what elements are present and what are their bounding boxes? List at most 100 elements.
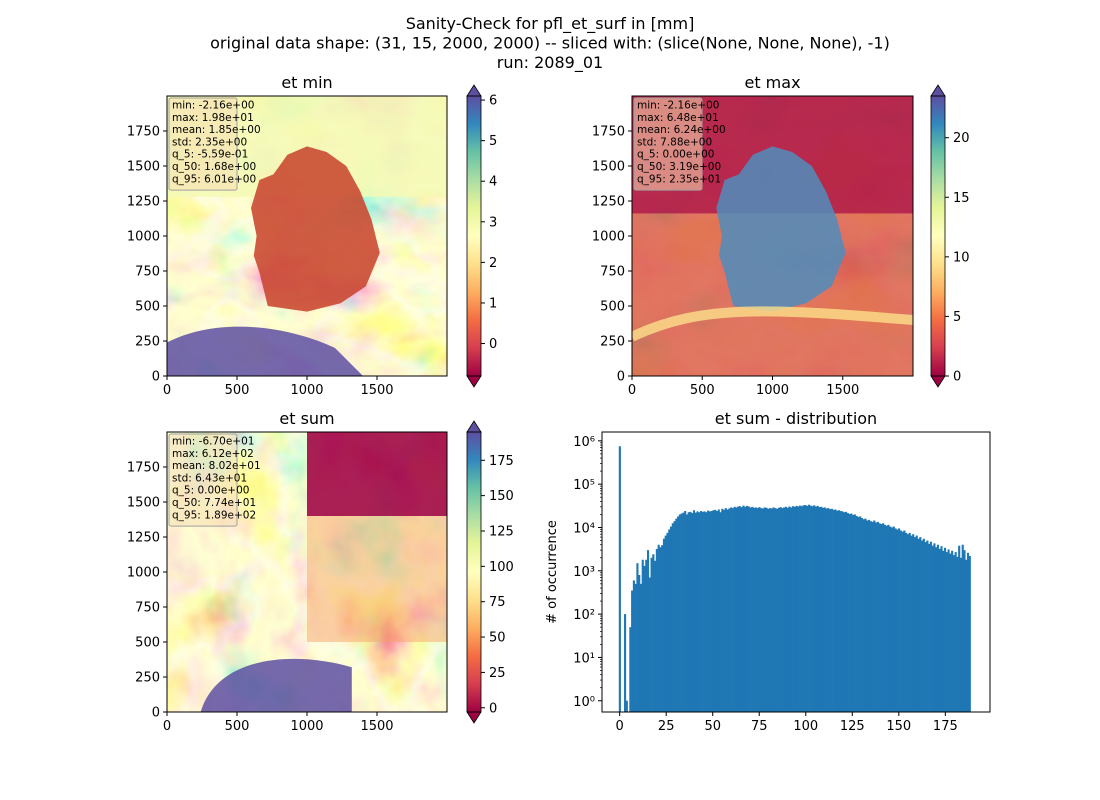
colorbar-tick-label: 75 — [489, 595, 506, 610]
histogram-bar — [936, 544, 940, 712]
histogram-bar — [961, 544, 964, 712]
histogram-bar — [738, 506, 742, 712]
histogram-bar — [917, 538, 920, 712]
histogram-bar — [721, 508, 724, 712]
histogram-bar — [786, 507, 789, 712]
y-tick-label: 500 — [600, 300, 625, 315]
y-tick-label: 1750 — [127, 125, 160, 140]
histogram-bar — [772, 507, 775, 712]
histogram-bar — [876, 521, 879, 712]
histogram-bar — [678, 514, 681, 712]
y-tick-label: 1250 — [127, 195, 160, 210]
histogram-bar — [715, 511, 719, 712]
histogram-bar — [887, 524, 890, 712]
histogram-bar — [703, 511, 706, 712]
histogram-bar — [929, 541, 932, 712]
stats-box-bg — [168, 433, 238, 527]
histogram-bar — [784, 506, 787, 712]
stats-line: std: 2.35e+00 — [172, 136, 247, 148]
histogram-bar — [790, 507, 793, 712]
x-tick-label: 500 — [225, 383, 250, 398]
histogram-bar — [947, 549, 950, 712]
histogram-bar — [816, 505, 819, 712]
stats-line: q_5: 0.00e+00 — [637, 149, 714, 161]
histogram-bar — [770, 508, 773, 712]
histogram-bar — [783, 507, 786, 712]
stats-box-bg — [633, 97, 703, 191]
x-tick-label: 25 — [658, 719, 675, 734]
histogram-bar — [761, 508, 765, 712]
histogram-bar — [791, 506, 795, 712]
histogram-bar — [836, 510, 839, 712]
histogram-bar — [631, 590, 634, 712]
y-tick-label: 1000 — [592, 230, 625, 245]
colorbar-gradient — [931, 96, 945, 376]
y-tick-label: 0 — [152, 370, 160, 385]
histogram-bar — [714, 509, 717, 712]
histogram-bar — [830, 508, 833, 712]
histogram-bar — [869, 521, 872, 712]
histogram-bar — [680, 513, 683, 712]
histogram-bar — [661, 545, 664, 712]
histogram-bar — [860, 518, 864, 712]
histogram-bar — [882, 523, 885, 712]
stats-line: mean: 6.24e+00 — [637, 124, 726, 136]
x-tick-label: 125 — [840, 719, 865, 734]
histogram-bar — [685, 514, 688, 712]
histogram-bar — [763, 507, 766, 712]
y-tick-label: 10⁴ — [573, 521, 595, 536]
colorbar-extend-max — [466, 84, 482, 97]
histogram-bar — [905, 532, 908, 712]
colorbar-tick-label: 3 — [489, 215, 497, 230]
stats-line: q_95: 2.35e+01 — [637, 173, 721, 185]
histogram-bar — [924, 542, 927, 712]
histogram-bar — [638, 574, 641, 712]
histogram-bar — [802, 505, 805, 712]
histogram-bar — [767, 508, 770, 712]
colorbar-tick-label: 6 — [489, 94, 497, 109]
histogram-bar — [650, 557, 653, 712]
colorbar: 0 5 10 15 20 — [930, 84, 970, 388]
y-tick-label: 750 — [600, 265, 625, 280]
histogram-bar — [645, 559, 648, 712]
histogram-bar — [694, 512, 697, 712]
histogram-bar — [765, 507, 768, 712]
histogram-bar — [892, 526, 895, 712]
y-tick-label: 1250 — [592, 195, 625, 210]
histogram-bar — [862, 519, 865, 712]
y-tick-label: 1500 — [592, 160, 625, 175]
histogram-bar — [825, 508, 828, 712]
histogram-bar — [852, 514, 855, 712]
y-tick-label: 0 — [152, 706, 160, 721]
colorbar-tick-label: 5 — [953, 310, 961, 325]
histogram-bar — [800, 506, 803, 712]
histogram-bar — [894, 528, 897, 712]
y-tick-label: 10¹ — [573, 651, 595, 666]
histogram-bar — [958, 545, 961, 712]
histogram-bar — [867, 519, 871, 712]
histogram-bar — [682, 512, 685, 712]
histogram-bar — [875, 522, 878, 712]
colorbar: 0 1 2 3 4 5 6 — [466, 84, 497, 388]
histogram-bar — [822, 507, 825, 712]
histogram-bar — [760, 508, 763, 712]
stats-line: min: -6.70e+01 — [172, 436, 254, 448]
y-tick-label: 10⁰ — [573, 695, 595, 710]
histogram-bar — [940, 546, 943, 712]
x-tick-label: 1500 — [360, 719, 393, 734]
histogram-bar — [829, 509, 832, 712]
x-tick-label: 175 — [933, 719, 958, 734]
stats-line: q_95: 6.01e+00 — [172, 173, 256, 185]
histogram-bar — [898, 528, 901, 712]
histogram-bar — [855, 515, 858, 712]
histogram-bar — [753, 507, 756, 712]
histogram-bar — [963, 550, 966, 712]
histogram-bar — [646, 550, 650, 712]
x-tick-label: 0 — [616, 719, 624, 734]
histogram-bar — [806, 505, 809, 712]
histogram-bar — [669, 526, 673, 712]
stats-line: min: -2.16e+00 — [637, 100, 719, 112]
